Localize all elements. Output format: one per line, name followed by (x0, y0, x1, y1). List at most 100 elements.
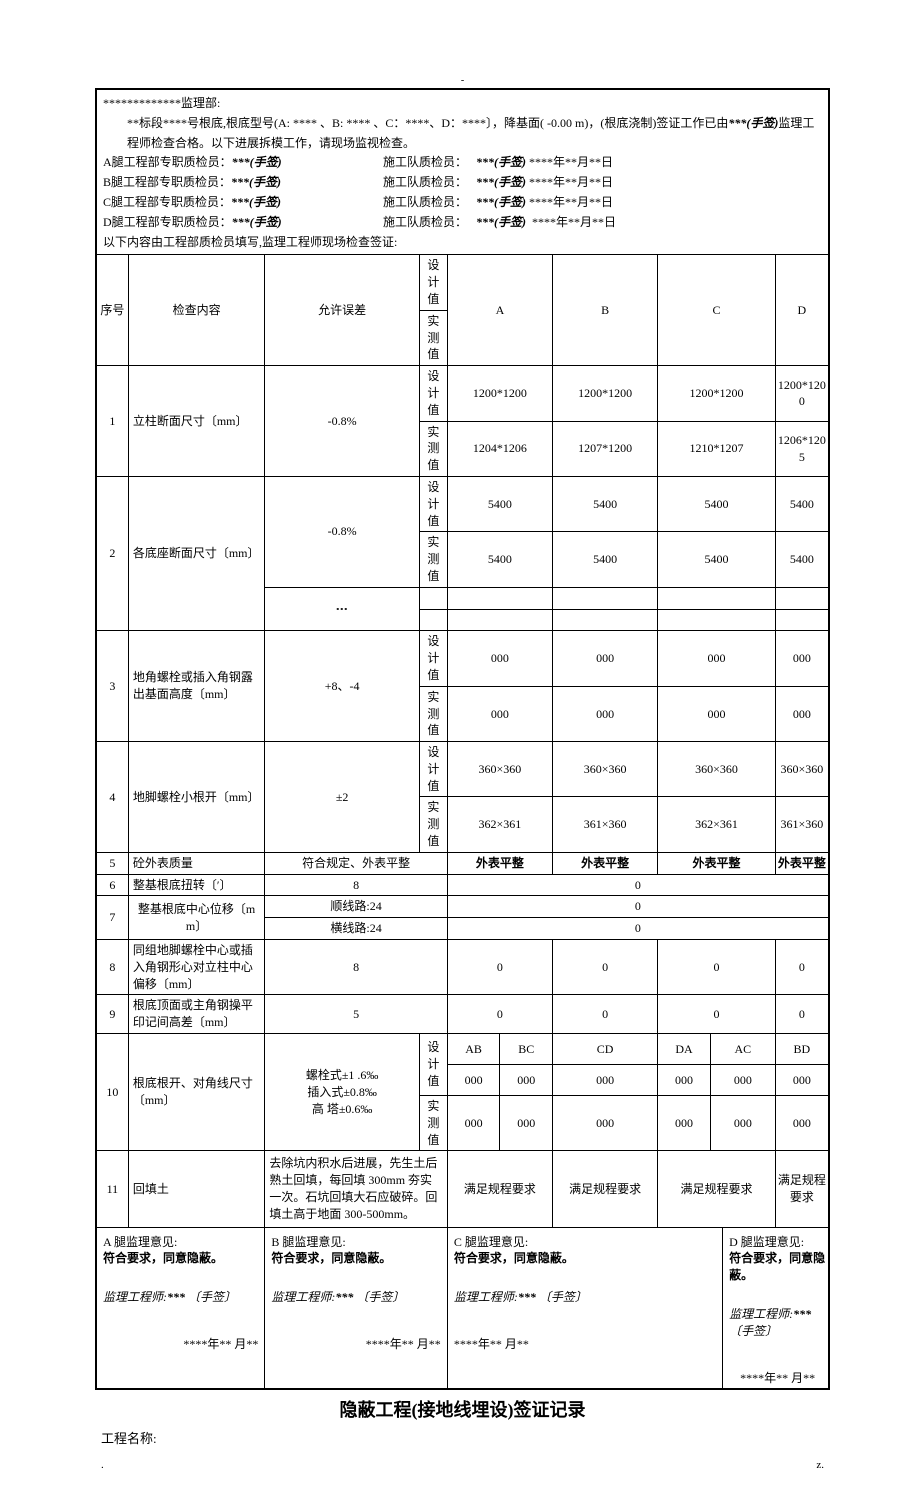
cell: 外表平整 (553, 852, 658, 874)
h-seq: 序号 (97, 255, 128, 365)
cell: +8、-4 (265, 631, 419, 742)
cell: 满足规程要求 (658, 1151, 776, 1227)
cell: 设计值 (419, 631, 447, 686)
table-row: 5 砼外表质量 符合规定、外表平整 外表平整 外表平整 外表平整 外表平整 (97, 852, 828, 874)
cell: 000 (447, 1065, 500, 1096)
cell: 7 (97, 896, 128, 940)
cell: 1200*1200 (447, 366, 552, 421)
cell: 地角螺栓或插入角钢露出基面高度〔mm〕 (128, 631, 265, 742)
cell: 5400 (775, 532, 828, 587)
cell: AC (710, 1034, 775, 1065)
cell: BD (775, 1034, 828, 1065)
table-row: 9 根底顶面或主角钢操平印记间高差〔mm〕 5 0 0 0 0 (97, 995, 828, 1034)
cell: 5400 (553, 532, 658, 587)
cell: 000 (658, 1065, 711, 1096)
table-row: 3 地角螺栓或插入角钢露出基面高度〔mm〕 +8、-4 设计值 000 000 … (97, 631, 828, 686)
cell: 4 (97, 742, 128, 853)
cell: 设计值 (419, 742, 447, 797)
cell: ⋮ (265, 587, 419, 631)
cell: 5 (265, 995, 447, 1034)
cell (775, 609, 828, 631)
cell: 实测值 (419, 421, 447, 476)
cell: 1210*1207 (658, 421, 776, 476)
cell: 000 (447, 686, 552, 741)
cell: 各底座断面尺寸〔mm〕 (128, 476, 265, 630)
cell: 360×360 (553, 742, 658, 797)
cell: 6 (97, 874, 128, 896)
cell: 实测值 (419, 686, 447, 741)
cell: 回填土 (128, 1151, 265, 1227)
cell: 362×361 (447, 797, 552, 852)
cell: 0 (447, 940, 552, 995)
page-dash: - (95, 75, 830, 86)
footer-right: z. (816, 1459, 824, 1471)
sup-a: A 腿监理意见: 符合要求，同意隐蔽。 监理工程师:*** 〔手签〕 ****年… (97, 1227, 265, 1388)
sup-c: C 腿监理意见: 符合要求，同意隐蔽。 监理工程师:*** 〔手签〕 ****年… (447, 1227, 722, 1388)
cell: 实测值 (419, 1096, 447, 1151)
table-row: 8 同组地脚螺栓中心或插入角钢形心对立柱中心偏移〔mm〕 8 0 0 0 0 (97, 940, 828, 995)
cell: 360×360 (447, 742, 552, 797)
cell: 满足规程要求 (775, 1151, 828, 1227)
cell: 0 (658, 940, 776, 995)
cell: 地脚螺栓小根开〔mm〕 (128, 742, 265, 853)
cell: 根底根开、对角线尺寸〔mm〕 (128, 1034, 265, 1151)
h-d: D (775, 255, 828, 365)
cell: 0 (775, 940, 828, 995)
h-content: 检查内容 (128, 255, 265, 365)
cell: 5400 (447, 532, 552, 587)
header-note: 以下内容由工程部质检员填写,监理工程师现场检查签证: (103, 233, 822, 253)
cell (775, 587, 828, 609)
cell: 1 (97, 366, 128, 477)
cell: 360×360 (658, 742, 776, 797)
sig-row-b: B腿工程部专职质检员：***(手签) 施工队质检员： ***(手签) ****年… (103, 173, 822, 193)
cell: 000 (553, 1065, 658, 1096)
cell: -0.8% (265, 476, 419, 587)
cell: 横线路:24 (265, 918, 447, 940)
cell: BC (500, 1034, 553, 1065)
cell: 0 (658, 995, 776, 1034)
cell: 0 (447, 896, 828, 918)
cell: 000 (775, 1096, 828, 1151)
cell: 000 (775, 631, 828, 686)
cell: 0 (553, 995, 658, 1034)
inspection-table: 序号 检查内容 允许误差 设计值 A B C D 实测值 1 立柱断面尺寸〔mm… (97, 255, 828, 1388)
main-container: *************监理部: **标段****号根底,根底型号(A: **… (95, 88, 830, 1390)
h-a: A (447, 255, 552, 365)
footer-title: 隐蔽工程(接地线埋设)签证记录 (95, 1396, 830, 1422)
cell: 满足规程要求 (447, 1151, 552, 1227)
cell: ±2 (265, 742, 419, 853)
h-b: B (553, 255, 658, 365)
cell: 000 (553, 1096, 658, 1151)
cell: 实测值 (419, 532, 447, 587)
cell: 整基根底扭转〔′〕 (128, 874, 265, 896)
cell: 设计值 (419, 476, 447, 531)
cell: 0 (447, 918, 828, 940)
h-mea: 实测值 (419, 310, 447, 365)
table-row: 11 回填土 去除坑内积水后进展，先生土后熟土回填，每回填 300mm 夯实一次… (97, 1151, 828, 1227)
cell: 0 (775, 995, 828, 1034)
cell: 361×360 (775, 797, 828, 852)
cell: 9 (97, 995, 128, 1034)
cell: 000 (710, 1065, 775, 1096)
cell: 外表平整 (447, 852, 552, 874)
table-row: 10 根底根开、对角线尺寸〔mm〕 螺栓式±1 .6‰ 插入式±0.8‰ 高 塔… (97, 1034, 828, 1065)
cell: 外表平整 (775, 852, 828, 874)
sig-row-c: C腿工程部专职质检员：***(手签) 施工队质检员： ***(手签) ****年… (103, 193, 822, 213)
cell: 立柱断面尺寸〔mm〕 (128, 366, 265, 477)
cell: 顺线路:24 (265, 896, 447, 918)
cell: 8 (265, 940, 447, 995)
cell: 设计值 (419, 1034, 447, 1096)
cell: 符合规定、外表平整 (265, 852, 447, 874)
cell: 8 (265, 874, 447, 896)
cell: 设计值 (419, 366, 447, 421)
cell: CD (553, 1034, 658, 1065)
cell: 000 (553, 686, 658, 741)
cell (419, 587, 447, 609)
cell (447, 587, 552, 609)
sup-d: D 腿监理意见: 符合要求，同意隐蔽。 监理工程师:*** 〔手签〕 ****年… (723, 1227, 828, 1388)
cell: 000 (775, 686, 828, 741)
cell: 3 (97, 631, 128, 742)
h-c: C (658, 255, 776, 365)
cell: 1204*1206 (447, 421, 552, 476)
cell: 360×360 (775, 742, 828, 797)
